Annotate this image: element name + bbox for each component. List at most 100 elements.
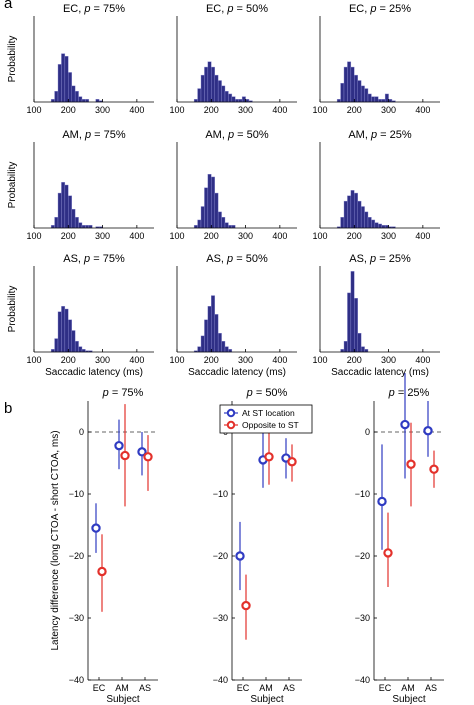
x-tick-label: 100: [312, 105, 327, 115]
y-tick-label: −40: [355, 675, 370, 685]
x-tick-label: 300: [95, 355, 110, 365]
histogram-bar: [54, 338, 59, 353]
data-point: [97, 566, 107, 577]
histogram-as-50: AS, p = 50% 100 200 300 400 Saccadic latency …: [169, 253, 297, 378]
histogram-bar: [374, 222, 379, 229]
histogram-bar: [231, 225, 236, 229]
x-tick-label: 200: [347, 231, 362, 241]
histogram-bar: [360, 85, 365, 103]
data-point: [383, 548, 393, 558]
histogram-bar: [211, 295, 215, 353]
histogram-bar: [367, 93, 372, 103]
y-tick-label: 0: [79, 427, 84, 437]
x-tick-label: 200: [204, 355, 219, 365]
histogram-bar: [204, 187, 209, 229]
histogram-ec-50: EC, p = 50% 100 200 300 400: [169, 3, 297, 115]
histogram-bar: [200, 335, 205, 353]
histogram-bar: [354, 74, 358, 103]
x-tick-label: 300: [381, 231, 396, 241]
histogram-title: EC, p = 50%: [206, 3, 268, 15]
x-axis-label: Subject: [250, 694, 284, 705]
histogram-bar: [211, 176, 215, 229]
x-tick-label: 100: [169, 231, 184, 241]
x-tick-label: 300: [238, 355, 253, 365]
data-point: [264, 452, 274, 462]
histogram-bar: [61, 53, 66, 103]
data-point: [400, 419, 410, 430]
histogram-title: AS, p = 50%: [206, 253, 268, 265]
histogram-am-50: AM, p = 50% 100 200 300 400: [169, 129, 297, 241]
histogram-as-75: AS, p = 75% 100 200 300 400 Probability Saccad…: [7, 253, 154, 378]
histogram-bar: [207, 174, 212, 229]
histogram-bar: [207, 306, 212, 353]
histogram-bar: [357, 80, 362, 103]
x-tick-label: 300: [95, 105, 110, 115]
data-point: [429, 464, 439, 474]
histogram-title: EC, p = 25%: [349, 3, 411, 15]
data-point: [241, 600, 251, 611]
histogram-bar: [193, 225, 198, 229]
histogram-bar: [200, 206, 205, 229]
histogram-bar: [78, 346, 83, 353]
y-axis-label: Probability: [7, 286, 18, 333]
data-point: [114, 440, 124, 451]
histogram-bar: [340, 82, 345, 103]
y-tick-label: −40: [69, 675, 84, 685]
histogram-bar: [57, 192, 62, 229]
histogram-bar: [336, 99, 341, 103]
histogram-bar: [217, 80, 222, 103]
legend-entry: Opposite to ST: [242, 420, 299, 430]
x-tick-label: 200: [204, 105, 219, 115]
histogram-bar: [224, 91, 229, 103]
histogram-bar: [74, 217, 79, 229]
histogram-bar: [74, 341, 79, 353]
histogram-bar: [71, 330, 76, 353]
x-tick-label: 400: [272, 355, 287, 365]
data-point: [377, 496, 387, 507]
data-point: [406, 459, 416, 469]
x-tick-label: 400: [272, 105, 287, 115]
x-tick-label: 100: [169, 105, 184, 115]
histogram-bar: [54, 91, 59, 103]
y-tick-label: −30: [355, 613, 370, 623]
x-tick-label: 200: [61, 355, 76, 365]
x-tick-label: 100: [312, 355, 327, 365]
histogram-bar: [214, 314, 219, 353]
x-tick-label: 300: [381, 355, 396, 365]
panel-title: p = 50%: [246, 387, 288, 399]
x-axis-label: Subject: [392, 694, 426, 705]
histogram-bar: [350, 190, 355, 229]
histogram-title: AM, p = 75%: [62, 129, 126, 141]
y-tick-label: −40: [213, 675, 228, 685]
x-tick-label: 100: [169, 355, 184, 365]
histogram-bar: [64, 56, 69, 103]
histogram-bar: [81, 349, 86, 353]
histogram-bar: [71, 85, 76, 103]
legend: At ST location Opposite to ST: [219, 404, 313, 434]
histogram-bar: [50, 99, 55, 103]
x-tick-label: 300: [95, 231, 110, 241]
x-axis-label: Saccadic latency (ms): [331, 367, 429, 378]
histogram-bar: [347, 61, 352, 103]
histogram-bar: [360, 206, 365, 229]
histogram-bar: [81, 225, 86, 229]
panel-label-a: a: [4, 0, 13, 12]
x-axis-label: Subject: [106, 694, 140, 705]
histogram-bar: [364, 349, 369, 353]
histogram-bar: [357, 200, 362, 229]
histogram-bar: [374, 96, 379, 103]
subject-tick-label: AM: [115, 683, 129, 693]
data-point: [91, 523, 101, 533]
x-tick-label: 200: [61, 231, 76, 241]
histogram-bar: [357, 332, 362, 353]
histogram-bar: [64, 184, 69, 229]
histogram-bar: [50, 349, 55, 353]
y-tick-label: −10: [213, 489, 228, 499]
histogram-bar: [364, 88, 369, 103]
histogram-bar: [228, 225, 233, 229]
x-tick-label: 100: [312, 231, 327, 241]
